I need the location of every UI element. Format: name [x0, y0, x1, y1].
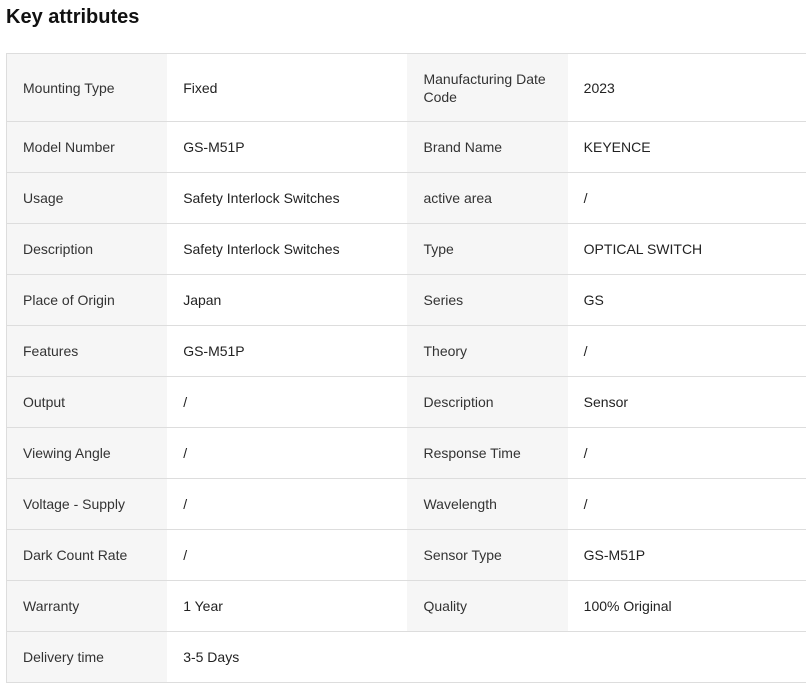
attribute-name: Description [6, 223, 168, 275]
table-row: Mounting Type Fixed Manufacturing Date Cod… [6, 53, 806, 122]
attribute-value: / [167, 427, 408, 479]
attribute-name: Usage [6, 172, 168, 224]
attribute-value: / [567, 427, 806, 479]
table-row: Features GS-M51P Theory / [6, 325, 806, 377]
attribute-value: Sensor [567, 376, 806, 428]
attribute-value: / [167, 376, 408, 428]
section-title: Key attributes [6, 6, 140, 28]
attribute-name: Response Time [407, 427, 568, 479]
attribute-name: Brand Name [407, 121, 568, 173]
attribute-value: OPTICAL SWITCH [567, 223, 806, 275]
table-row: Output / Description Sensor [6, 376, 806, 428]
attribute-name: Wavelength [407, 478, 568, 530]
table-row: Viewing Angle / Response Time / [6, 427, 806, 479]
attribute-value: Fixed [167, 53, 408, 122]
attribute-value: GS-M51P [567, 529, 806, 581]
attribute-value: GS-M51P [167, 325, 408, 377]
attribute-name: Type [407, 223, 568, 275]
attribute-value: KEYENCE [567, 121, 806, 173]
table-row: Place of Origin Japan Series GS [6, 274, 806, 326]
attribute-value: GS [567, 274, 806, 326]
attribute-value: 2023 [567, 53, 806, 122]
attribute-name: Theory [407, 325, 568, 377]
attribute-name: Viewing Angle [6, 427, 168, 479]
attribute-name: Dark Count Rate [6, 529, 168, 581]
attribute-value: / [567, 325, 806, 377]
attribute-name: active area [407, 172, 568, 224]
table-row: Warranty 1 Year Quality 100% Original [6, 580, 806, 632]
table-row: Voltage - Supply / Wavelength / [6, 478, 806, 530]
attribute-value: 3-5 Days [167, 631, 408, 683]
attribute-value: 1 Year [167, 580, 408, 632]
table-row: Usage Safety Interlock Switches active are… [6, 172, 806, 224]
attribute-name: Series [407, 274, 568, 326]
empty-cell [407, 631, 806, 683]
key-attributes-table: Mounting Type Fixed Manufacturing Date Cod… [6, 53, 806, 683]
table-row: Description Safety Interlock Switches Type… [6, 223, 806, 275]
attribute-name: Description [407, 376, 568, 428]
attribute-value: 100% Original [567, 580, 806, 632]
attribute-value: / [567, 172, 806, 224]
table-row: Dark Count Rate / Sensor Type GS-M51P [6, 529, 806, 581]
attribute-value: Safety Interlock Switches [167, 172, 408, 224]
attribute-name: Mounting Type [6, 53, 168, 122]
table-row: Model Number GS-M51P Brand Name KEYENCE [6, 121, 806, 173]
attribute-value: Safety Interlock Switches [167, 223, 408, 275]
attribute-value: / [567, 478, 806, 530]
table-row: Delivery time 3-5 Days [6, 631, 806, 683]
attribute-name: Quality [407, 580, 568, 632]
attribute-name: Output [6, 376, 168, 428]
attribute-name: Features [6, 325, 168, 377]
attribute-value: / [167, 478, 408, 530]
attribute-name: Voltage - Supply [6, 478, 168, 530]
attribute-name: Warranty [6, 580, 168, 632]
attribute-name: Sensor Type [407, 529, 568, 581]
attribute-name: Place of Origin [6, 274, 168, 326]
attribute-name: Delivery time [6, 631, 168, 683]
attribute-value: Japan [167, 274, 408, 326]
attribute-name: Manufacturing Date Code [407, 53, 568, 122]
attribute-name: Model Number [6, 121, 168, 173]
attribute-value: / [167, 529, 408, 581]
attribute-value: GS-M51P [167, 121, 408, 173]
